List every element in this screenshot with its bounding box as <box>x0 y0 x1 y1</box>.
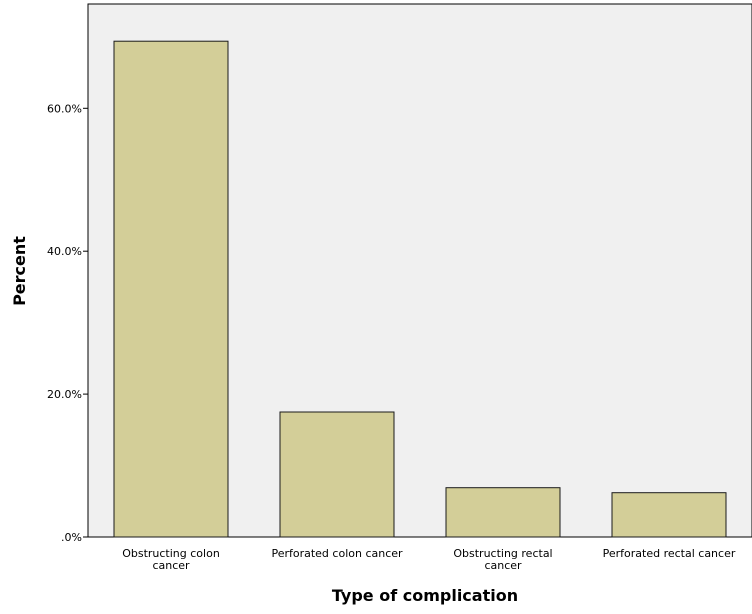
y-tick-label-2: 40.0% <box>47 245 82 258</box>
y-tick-label-3: 60.0% <box>47 102 82 115</box>
bar-1 <box>279 411 395 538</box>
bar-2 <box>445 487 561 538</box>
x-tick-label-2: Obstructing rectal cancer <box>453 547 552 572</box>
x-axis-labels: Obstructing colon cancer Perforated colon … <box>122 547 736 572</box>
y-axis-title: Percent <box>10 236 29 306</box>
y-tick-label-0: .0% <box>61 531 82 544</box>
x-tick-label-1: Perforated colon cancer <box>271 547 403 560</box>
x-tick-label-0: Obstructing colon cancer <box>122 547 220 572</box>
bars <box>113 40 727 538</box>
bar-3 <box>611 492 727 538</box>
bar-0 <box>113 40 229 538</box>
y-axis-ticks: .0% 20.0% 40.0% 60.0% <box>47 102 88 544</box>
y-tick-label-1: 20.0% <box>47 388 82 401</box>
x-tick-label-3: Perforated rectal cancer <box>603 547 736 560</box>
x-axis-title: Type of complication <box>332 586 518 605</box>
